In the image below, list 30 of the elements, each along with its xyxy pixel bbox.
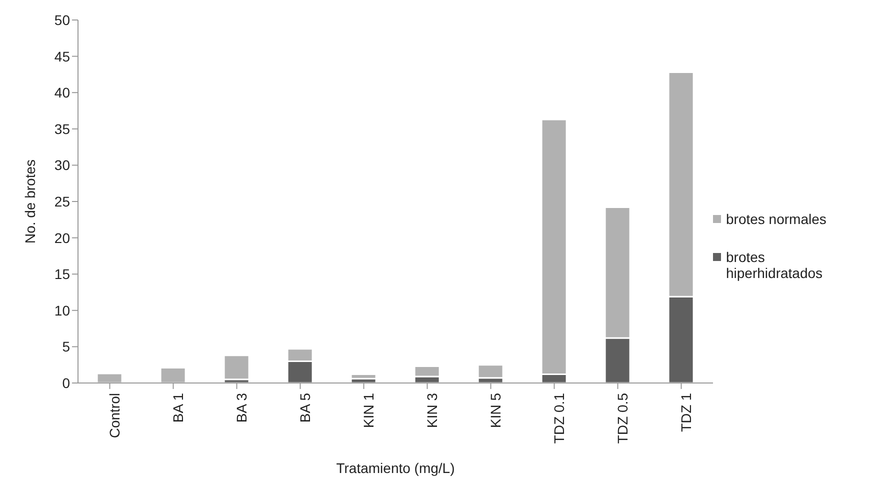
- x-tick-label: KIN 1: [360, 392, 377, 428]
- x-tick-label: BA 3: [234, 392, 250, 423]
- y-tick-label: 45: [54, 48, 70, 64]
- x-tick-label: KIN 3: [424, 392, 440, 428]
- y-tick-label: 5: [62, 338, 70, 355]
- bar: [160, 367, 186, 383]
- bar: [96, 372, 123, 383]
- x-tick-label: KIN 5: [488, 392, 504, 428]
- y-axis-title: No. de brotes: [22, 159, 38, 244]
- y-tick-label: 25: [54, 193, 70, 210]
- bar: [477, 364, 504, 379]
- x-tick-label: TDZ 1: [678, 392, 694, 432]
- bar: [350, 374, 377, 380]
- x-tick-label: TDZ 0.5: [614, 392, 631, 444]
- y-tick-label: 20: [54, 230, 70, 246]
- x-axis-title: Tratamiento (mg/L): [336, 460, 455, 476]
- y-tick-label: 50: [54, 12, 70, 28]
- x-tick-label: BA 5: [297, 392, 314, 423]
- x-tick-label: Control: [106, 393, 123, 438]
- x-tick-label: BA 1: [170, 392, 186, 423]
- y-tick-label: 0: [62, 374, 70, 391]
- legend-label: brotes normales: [726, 210, 826, 226]
- y-tick-label: 40: [54, 84, 70, 101]
- x-tick-label: TDZ 0.1: [551, 392, 568, 444]
- y-tick-label: 10: [54, 302, 70, 318]
- y-tick-label: 35: [54, 120, 70, 137]
- legend-label: brotes hiperhidratados: [726, 248, 824, 280]
- y-tick-label: 15: [54, 266, 70, 282]
- y-tick-label: 30: [54, 157, 70, 174]
- bar: [223, 354, 250, 380]
